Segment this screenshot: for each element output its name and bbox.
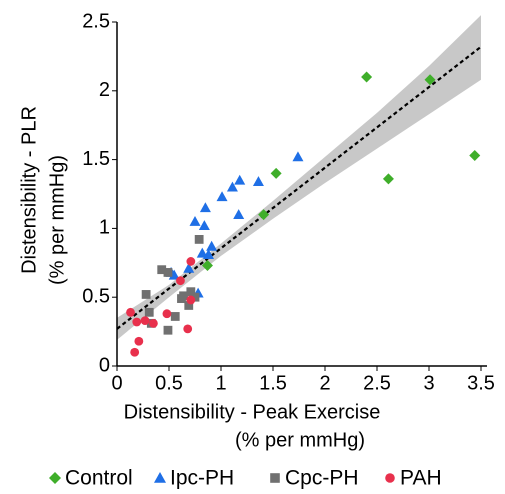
point: [233, 209, 245, 220]
point: [186, 295, 196, 305]
point: [198, 220, 210, 231]
point: [234, 174, 246, 185]
x-tick-label: 3.5: [467, 372, 495, 394]
y-tick-label: 1: [99, 217, 110, 239]
x-tick-label: 1.5: [259, 372, 287, 394]
point: [163, 325, 173, 335]
x-tick-label: 2.5: [363, 372, 391, 394]
y-tick-label: 0.5: [82, 285, 110, 307]
point: [201, 260, 213, 272]
point: [292, 151, 304, 162]
point: [186, 257, 196, 266]
point: [270, 167, 282, 179]
point: [130, 347, 140, 357]
x-tick-label: 2: [319, 372, 330, 394]
legend-label: PAH: [400, 467, 442, 490]
y-tick-label: 2: [99, 79, 110, 101]
x-tick-label: 3: [423, 372, 434, 394]
point: [189, 216, 201, 226]
point: [168, 269, 180, 280]
point: [216, 191, 228, 202]
point: [258, 209, 270, 221]
legend-label: Ipc-PH: [170, 467, 234, 490]
point: [199, 202, 211, 213]
point: [177, 294, 186, 303]
y-axis-label: (% per mmHg): [46, 155, 68, 285]
x-axis-label: Distensibility - Peak Exercise: [124, 401, 381, 423]
point: [183, 324, 193, 334]
point: [183, 262, 195, 273]
y-axis-label: Distensibility - PLR: [18, 106, 40, 274]
point: [469, 149, 481, 161]
confidence-band: [117, 15, 481, 340]
x-tick-label: 0: [111, 372, 122, 394]
point: [252, 176, 264, 187]
point: [141, 290, 151, 299]
point: [126, 307, 135, 317]
point: [194, 235, 204, 244]
point: [196, 247, 208, 258]
point: [226, 181, 238, 192]
x-tick-label: 0.5: [155, 372, 183, 394]
legend-label: Control: [65, 467, 133, 490]
point: [157, 265, 167, 275]
point: [132, 317, 142, 327]
point: [144, 307, 154, 317]
legend-marker: [385, 473, 395, 483]
point: [184, 301, 194, 310]
point: [176, 276, 185, 286]
y-tick-label: 1.5: [82, 148, 110, 170]
point: [163, 268, 173, 277]
legend-label: Cpc-PH: [285, 467, 359, 490]
point: [424, 74, 436, 86]
x-tick-label: 1: [215, 372, 226, 394]
point: [149, 318, 158, 328]
point: [186, 287, 196, 297]
legend-marker: [49, 472, 61, 484]
legend-marker: [154, 472, 166, 483]
point: [361, 71, 373, 83]
y-tick-label: 0: [99, 354, 110, 376]
legend-marker: [270, 473, 280, 483]
point: [206, 240, 218, 251]
point: [382, 173, 394, 185]
point: [170, 312, 180, 321]
point: [162, 309, 172, 319]
point: [190, 292, 200, 302]
point: [140, 316, 150, 325]
y-tick-label: 2.5: [82, 10, 110, 32]
x-axis-label: (% per mmHg): [235, 429, 365, 451]
point: [134, 336, 144, 346]
